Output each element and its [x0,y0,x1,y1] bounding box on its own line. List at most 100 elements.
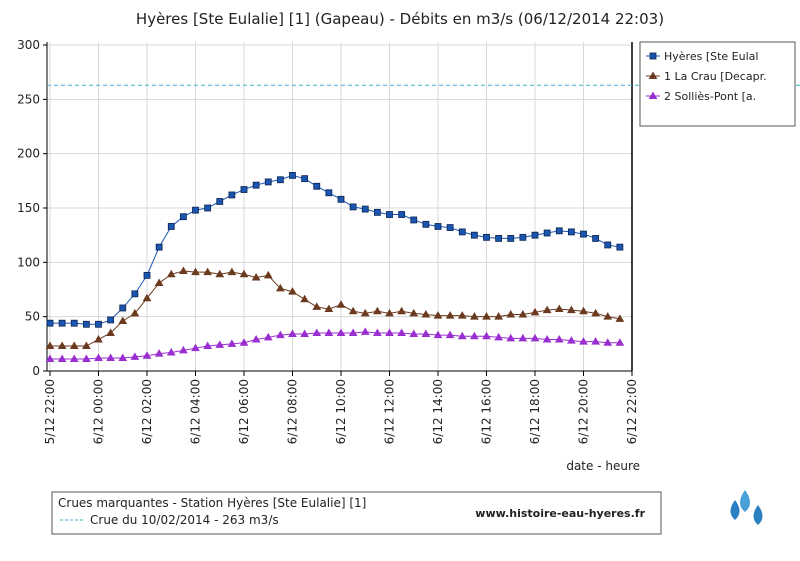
data-point [46,319,54,327]
data-point [263,270,273,279]
data-point [179,213,187,221]
data-point [604,241,612,249]
x-tick-label: 6/12 04:00 [189,379,203,444]
data-point [470,312,479,320]
data-point [179,345,188,354]
site-link: www.histoire-eau-hyeres.fr [475,507,645,520]
x-tick-label: 6/12 06:00 [237,379,251,444]
data-point [166,269,176,278]
data-point [542,334,552,343]
data-point [251,273,261,281]
data-point [179,266,188,275]
data-point [409,329,419,338]
data-point [227,339,237,347]
data-point [300,329,309,338]
data-point [82,320,90,328]
y-tick-label: 250 [17,92,40,106]
data-point [289,171,296,179]
data-point [506,310,516,318]
data-point [203,341,212,350]
data-point [349,203,357,211]
data-point [57,354,67,363]
data-point [131,290,139,298]
data-point [215,269,225,278]
data-point [421,310,431,318]
data-point [142,293,152,302]
data-point [348,328,358,336]
data-point [216,198,224,205]
data-point [192,206,199,214]
data-point [191,267,200,276]
data-point [518,310,528,318]
data-point [615,338,625,346]
data-point [82,341,91,350]
data-point [483,233,490,241]
data-point [543,229,551,237]
data-point [143,271,151,279]
data-point [130,352,140,360]
data-point [591,308,600,317]
data-point [276,176,284,184]
data-point [240,186,248,193]
x-axis-label: date - heure [566,459,640,473]
data-point [361,205,369,213]
data-point [494,332,503,341]
reference-box [51,491,662,535]
data-point [119,304,127,312]
data-point [154,349,164,357]
y-tick-label: 200 [17,147,40,161]
data-point [457,331,467,340]
legend-label: Hyères [Ste Eulal [664,50,758,63]
chart-title: Hyères [Ste Eulalie] [1] (Gapeau) - Débi… [136,10,664,28]
data-point [482,312,491,320]
data-point [118,353,128,361]
y-tick-label: 100 [17,255,40,269]
data-point [191,343,200,352]
data-point [130,308,140,317]
data-point [94,334,103,343]
data-point [167,223,175,230]
data-point [531,231,539,239]
data-point [360,308,370,317]
data-point [118,316,128,325]
data-point [313,182,321,190]
data-point [288,287,297,295]
reference-label: Crue du 10/02/2014 - 263 m3/s [90,513,279,527]
data-point [530,333,540,342]
legend-marker [648,91,658,99]
data-point [204,204,212,212]
data-point [592,235,600,242]
data-point [239,338,249,346]
data-point [579,337,588,345]
data-point [336,328,346,336]
data-point [397,306,406,315]
data-point [603,338,613,346]
legend-marker [649,52,657,60]
data-point [603,312,613,320]
data-point [470,231,478,239]
data-point [518,333,528,342]
data-point [433,330,443,339]
data-point [69,354,79,363]
data-point [70,319,78,327]
legend-marker [648,71,658,79]
data-point [142,351,152,359]
legend-label: 1 La Crau [Decapr. [664,70,767,83]
data-point [312,328,322,336]
data-point [373,328,382,336]
x-tick-label: 6/12 08:00 [286,379,300,444]
data-point [445,330,455,339]
data-point [348,306,358,315]
data-point [155,243,163,251]
data-point [397,328,406,336]
x-tick-label: 6/12 02:00 [140,379,154,444]
data-point [482,331,491,340]
data-point [325,189,333,197]
data-point [251,334,261,343]
data-point [579,306,588,315]
plot-area [47,42,632,371]
data-point [495,235,503,242]
x-tick-label: 6/12 18:00 [528,379,542,444]
x-tick-label: 6/12 00:00 [92,379,106,444]
